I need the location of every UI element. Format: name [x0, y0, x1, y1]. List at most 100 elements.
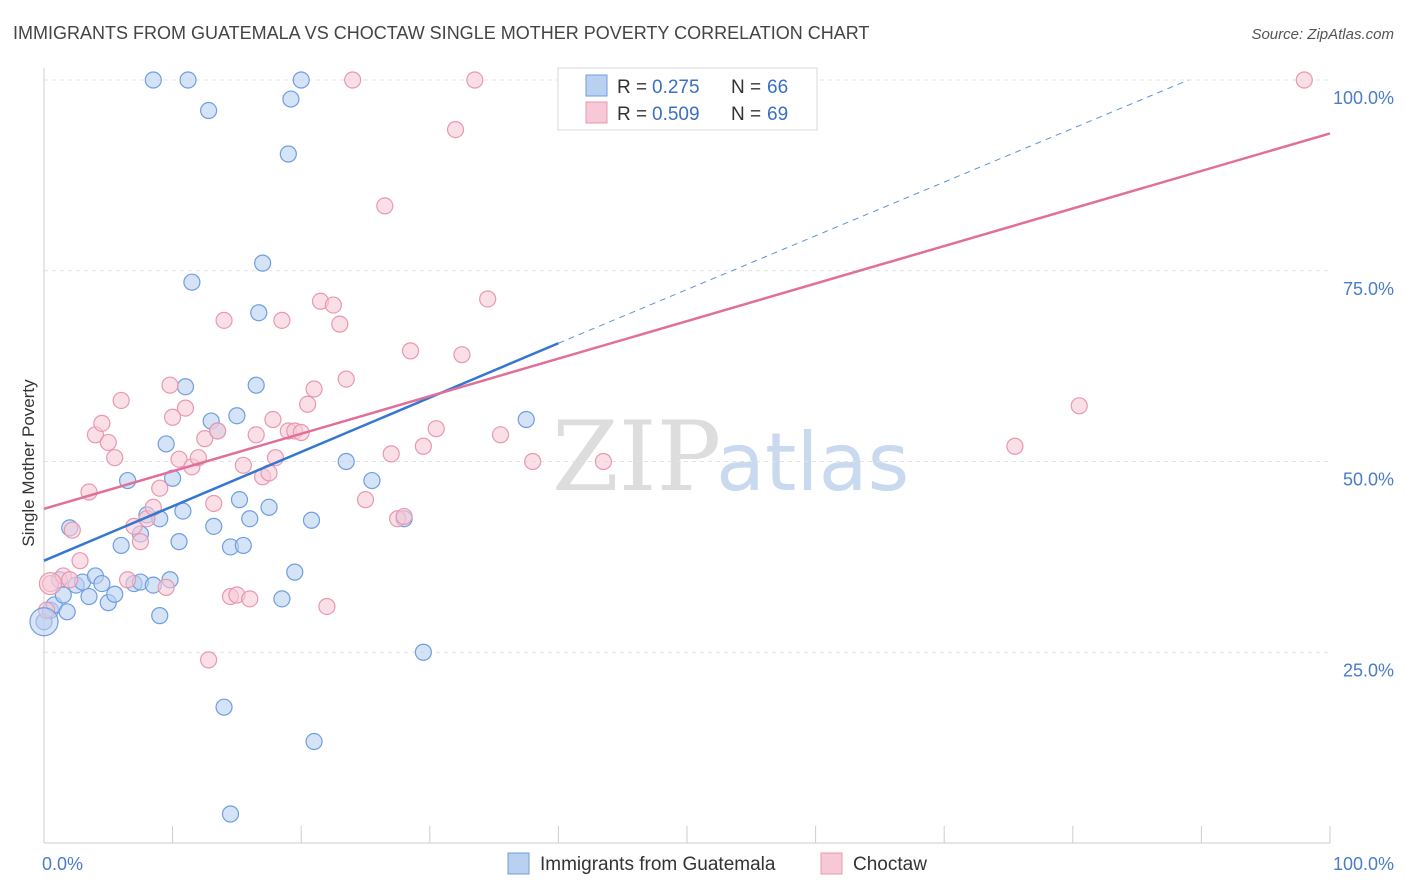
y-tick-labels: 25.0% 50.0% 75.0% 100.0%: [1333, 88, 1394, 680]
point-choctaw-65: [594, 452, 613, 471]
bottom-legend-label-guatemala: Immigrants from Guatemala: [540, 854, 776, 875]
legend-n-label-guatemala: N =: [731, 77, 761, 98]
point-guatemala-53: [305, 732, 323, 751]
legend-n-value-guatemala: 66: [767, 77, 788, 98]
y-tick-label-0: 25.0%: [1343, 660, 1394, 680]
point-guatemala-34: [205, 517, 223, 535]
point-guatemala-29: [176, 378, 195, 396]
legend-r-value-choctaw: 0.509: [652, 104, 700, 125]
point-choctaw-17: [151, 479, 169, 497]
legend-r-label-guatemala: R =: [617, 77, 647, 98]
point-guatemala-large: [29, 607, 59, 637]
point-choctaw-39: [273, 311, 291, 329]
point-guatemala-54: [337, 452, 355, 471]
trend-lines: [43, 79, 1331, 562]
point-guatemala-46: [260, 498, 278, 516]
point-choctaw-37: [264, 410, 282, 429]
point-guatemala-27: [170, 533, 188, 551]
legend-n-value-choctaw: 69: [767, 104, 788, 125]
point-choctaw-9: [99, 433, 117, 452]
point-guatemala-24: [157, 435, 175, 453]
point-guatemala-23: [151, 607, 169, 625]
scatter-points: [29, 71, 1313, 823]
legend-n-label-choctaw: N =: [731, 104, 761, 125]
point-choctaw-27: [205, 494, 223, 513]
point-guatemala-39: [228, 407, 246, 425]
chart-title: IMMIGRANTS FROM GUATEMALA VS CHOCTAW SIN…: [13, 23, 869, 43]
gridlines: [44, 79, 1330, 653]
point-choctaw-10: [106, 449, 124, 467]
point-guatemala-38: [221, 805, 240, 823]
point-choctaw-69: [1295, 71, 1313, 89]
point-choctaw-60: [453, 346, 471, 364]
point-choctaw-28: [209, 422, 227, 440]
point-guatemala-30: [179, 71, 197, 89]
point-choctaw-55: [395, 507, 413, 526]
point-choctaw-44: [305, 380, 323, 398]
x-tick-label-1: 100.0%: [1333, 854, 1394, 874]
point-guatemala-42: [241, 510, 259, 528]
point-choctaw-49: [337, 370, 355, 388]
point-choctaw-18: [157, 578, 175, 596]
point-choctaw-4: [63, 521, 81, 539]
point-guatemala-43: [247, 376, 265, 394]
point-choctaw-52: [376, 197, 394, 215]
legend-swatch-guatemala: [585, 74, 608, 97]
point-guatemala-36: [215, 698, 233, 716]
point-guatemala-49: [282, 90, 300, 108]
point-guatemala-13: [106, 585, 124, 603]
point-guatemala-11: [93, 574, 111, 593]
point-choctaw-11: [112, 391, 130, 410]
x-tick-label-0: 0.0%: [42, 854, 83, 874]
point-guatemala-31: [183, 273, 201, 291]
point-choctaw-large: [38, 571, 63, 596]
y-tick-label-3: 100.0%: [1333, 88, 1394, 108]
point-guatemala-14: [112, 536, 130, 555]
point-guatemala-57: [414, 643, 432, 661]
axes: [43, 68, 1331, 844]
y-tick-label-1: 50.0%: [1343, 470, 1394, 490]
point-choctaw-29: [215, 311, 233, 329]
watermark-atlas: atlas: [716, 416, 909, 509]
point-choctaw-12: [118, 571, 137, 589]
point-choctaw-64: [524, 452, 542, 471]
trend-line-guatemala-extension: [558, 79, 1189, 344]
point-choctaw-43: [299, 395, 317, 413]
point-choctaw-61: [466, 71, 484, 89]
point-choctaw-46: [318, 597, 336, 616]
bottom-legend-swatch-choctaw: [820, 852, 843, 875]
point-choctaw-62: [479, 290, 497, 308]
point-choctaw-51: [356, 491, 375, 509]
trend-line-guatemala: [43, 342, 559, 562]
point-guatemala-21: [144, 71, 162, 89]
point-choctaw-53: [382, 445, 400, 463]
y-axis-label: Single Mother Poverty: [19, 379, 38, 547]
y-tick-label-2: 75.0%: [1343, 279, 1394, 299]
watermark-zip: ZIP: [552, 401, 721, 513]
point-choctaw-20: [164, 408, 182, 426]
point-choctaw-8: [93, 414, 111, 432]
point-guatemala-45: [254, 254, 272, 272]
trend-line-choctaw: [43, 132, 1331, 511]
bottom-legend-swatch-guatemala: [507, 852, 530, 875]
point-choctaw-50: [344, 71, 362, 89]
point-guatemala-32: [200, 101, 218, 120]
point-guatemala-58: [517, 410, 535, 429]
bottom-legend: Immigrants from Guatemala Choctaw: [507, 852, 927, 875]
point-choctaw-32: [234, 456, 252, 474]
point-guatemala-40: [230, 491, 249, 509]
point-choctaw-19: [161, 376, 179, 394]
point-choctaw-58: [427, 420, 445, 438]
legend-swatch-choctaw: [585, 101, 608, 124]
chart-source: Source: ZipAtlas.com: [1251, 26, 1394, 43]
x-tick-labels: 0.0% 100.0%: [42, 854, 1394, 874]
point-choctaw-26: [200, 651, 218, 669]
bottom-legend-label-choctaw: Choctaw: [853, 854, 927, 875]
point-choctaw-48: [331, 315, 349, 333]
point-guatemala-47: [273, 590, 291, 608]
point-choctaw-67: [1006, 437, 1024, 455]
legend: R = 0.275 N = 66 R = 0.509 N = 69: [557, 67, 818, 131]
legend-r-value-guatemala: 0.275: [652, 77, 700, 98]
point-choctaw-21: [170, 450, 188, 468]
point-choctaw-3: [61, 571, 79, 589]
